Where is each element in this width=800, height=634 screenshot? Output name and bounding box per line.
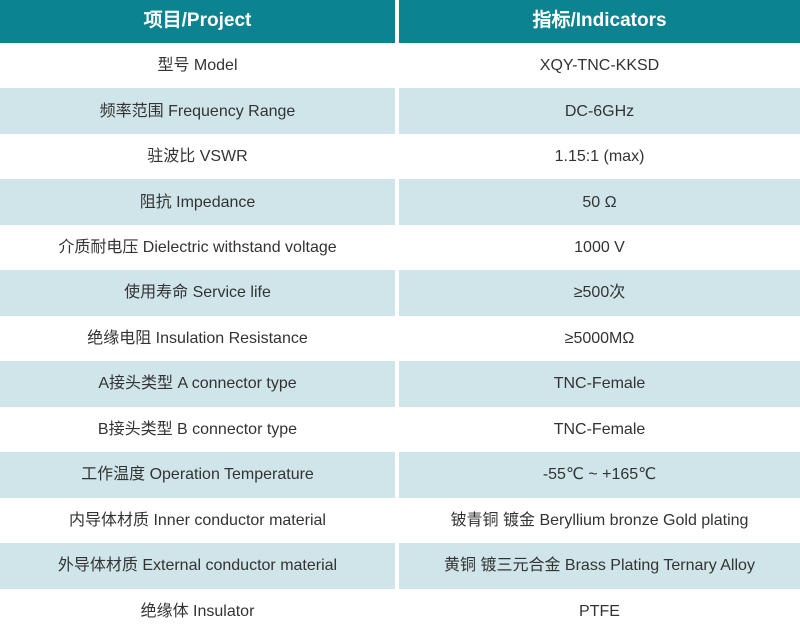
table-row-frequency-range: 频率范围 Frequency Range DC-6GHz: [0, 88, 800, 134]
table-row-inner-conductor-material: 内导体材质 Inner conductor material 铍青铜 镀金 Be…: [0, 497, 800, 544]
table-row-dielectric-withstand-voltage: 介质耐电压 Dielectric withstand voltage 1000 …: [0, 224, 800, 271]
indicator-cell: 铍青铜 镀金 Beryllium bronze Gold plating: [399, 497, 800, 544]
table-row-vswr: 驻波比 VSWR 1.15:1 (max): [0, 133, 800, 180]
header-project: 项目/Project: [0, 0, 395, 43]
project-cell: 绝缘电阻 Insulation Resistance: [0, 315, 395, 362]
indicator-cell: -55℃ ~ +165℃: [399, 452, 800, 498]
table-row-b-connector-type: B接头类型 B connector type TNC-Female: [0, 406, 800, 453]
indicator-cell: ≥500次: [399, 270, 800, 316]
project-cell: 使用寿命 Service life: [0, 270, 395, 316]
project-cell: 工作温度 Operation Temperature: [0, 452, 395, 498]
project-cell: 内导体材质 Inner conductor material: [0, 497, 395, 544]
table-row-insulation-resistance: 绝缘电阻 Insulation Resistance ≥5000MΩ: [0, 315, 800, 362]
project-cell: 型号 Model: [0, 43, 395, 89]
indicator-cell: TNC-Female: [399, 361, 800, 407]
table-header-row: 项目/Project 指标/Indicators: [0, 0, 800, 43]
header-indicators: 指标/Indicators: [399, 0, 800, 43]
indicator-cell: ≥5000MΩ: [399, 315, 800, 362]
project-cell: 频率范围 Frequency Range: [0, 88, 395, 134]
project-cell: 介质耐电压 Dielectric withstand voltage: [0, 224, 395, 271]
project-cell: B接头类型 B connector type: [0, 406, 395, 453]
indicator-cell: 1000 V: [399, 224, 800, 271]
indicator-cell: XQY-TNC-KKSD: [399, 43, 800, 89]
table-row-service-life: 使用寿命 Service life ≥500次: [0, 270, 800, 316]
indicator-cell: 50 Ω: [399, 179, 800, 225]
table-row-insulator: 绝缘体 Insulator PTFE: [0, 588, 800, 634]
indicator-cell: TNC-Female: [399, 406, 800, 453]
table-row-model: 型号 Model XQY-TNC-KKSD: [0, 43, 800, 89]
table-row-a-connector-type: A接头类型 A connector type TNC-Female: [0, 361, 800, 407]
indicator-cell: 1.15:1 (max): [399, 133, 800, 180]
table-row-impedance: 阻抗 Impedance 50 Ω: [0, 179, 800, 225]
project-cell: 外导体材质 External conductor material: [0, 543, 395, 589]
project-cell: 阻抗 Impedance: [0, 179, 395, 225]
table-row-operation-temperature: 工作温度 Operation Temperature -55℃ ~ +165℃: [0, 452, 800, 498]
project-cell: 绝缘体 Insulator: [0, 588, 395, 634]
project-cell: A接头类型 A connector type: [0, 361, 395, 407]
project-cell: 驻波比 VSWR: [0, 133, 395, 180]
indicator-cell: DC-6GHz: [399, 88, 800, 134]
indicator-cell: PTFE: [399, 588, 800, 634]
table-row-external-conductor-material: 外导体材质 External conductor material 黄铜 镀三元…: [0, 543, 800, 589]
indicator-cell: 黄铜 镀三元合金 Brass Plating Ternary Alloy: [399, 543, 800, 589]
